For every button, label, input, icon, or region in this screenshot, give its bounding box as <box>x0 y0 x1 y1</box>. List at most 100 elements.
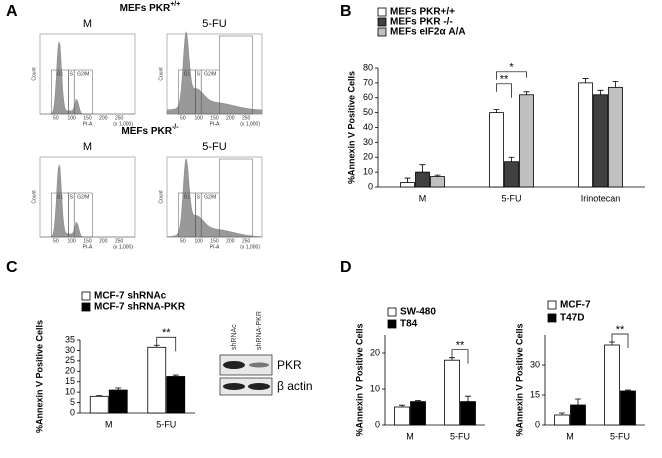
bar <box>147 346 167 414</box>
flow-x-unit: (x 1,000) <box>113 121 133 127</box>
legend-label: T47D <box>560 313 584 324</box>
bar <box>608 86 623 188</box>
flow-title-main: MEFs PKR <box>120 3 171 14</box>
error-bar <box>582 78 589 83</box>
significance-label: * <box>509 62 514 74</box>
bar <box>108 389 128 414</box>
y-tick-label: 25 <box>65 355 75 365</box>
bar <box>415 171 430 188</box>
flow-x-tick: 150 <box>210 115 219 121</box>
flow-gate <box>219 35 253 115</box>
y-tick-label: 30 <box>363 137 373 147</box>
legend-swatch <box>377 17 387 27</box>
x-tick-label: 5-FU <box>610 431 630 441</box>
y-tick-label: 10 <box>65 387 75 397</box>
x-tick-label: M <box>105 419 113 429</box>
flow-x-tick: 150 <box>83 115 92 121</box>
error-bar <box>575 398 581 405</box>
bar <box>166 376 186 414</box>
error-bar <box>523 91 530 95</box>
flow-x-tick: 100 <box>194 115 203 121</box>
flow-gate-label: S <box>70 194 74 200</box>
flow-y-label: Count <box>31 67 37 81</box>
error-bar <box>399 404 405 407</box>
flow-x-tick: 200 <box>99 238 108 244</box>
significance-label: ** <box>162 327 171 339</box>
significance-bracket <box>496 83 512 98</box>
flow-x-tick: 200 <box>226 238 235 244</box>
significance-label: ** <box>456 340 465 352</box>
y-tick-label: 35 <box>65 334 75 344</box>
flow-x-label: PI-A <box>83 244 93 250</box>
y-tick-label: 15 <box>530 389 540 399</box>
panel-label: A <box>6 3 18 20</box>
flow-x-tick: 250 <box>242 115 251 121</box>
error-bar <box>612 80 619 88</box>
legend-swatch <box>387 319 397 329</box>
y-tick-label: 15 <box>65 376 75 386</box>
flow-x-unit: (x 1,000) <box>240 121 260 127</box>
flow-x-label: PI-A <box>210 121 220 127</box>
blot-frame <box>219 377 273 396</box>
flow-gate-label: G1 <box>57 194 64 200</box>
y-tick-label: 30 <box>65 345 75 355</box>
y-tick-label: 80 <box>363 62 373 72</box>
y-axis-label: %Annexin V Positive Cells <box>346 71 356 184</box>
y-tick-label: 0 <box>535 419 540 429</box>
bar <box>394 406 410 426</box>
error-bar <box>559 412 565 415</box>
flow-gate <box>219 158 253 238</box>
x-tick-label: M <box>419 193 427 203</box>
bar <box>489 112 504 188</box>
legend-swatch <box>81 302 91 312</box>
flow-condition: M <box>83 18 92 30</box>
flow-title-sup: -/- <box>172 124 179 131</box>
flow-title: MEFs PKR+/+ <box>120 1 181 14</box>
error-bar <box>508 156 515 162</box>
error-bar <box>597 89 604 95</box>
error-bar <box>419 164 426 173</box>
bar <box>460 401 476 426</box>
flow-x-tick: 200 <box>99 115 108 121</box>
panel-label: C <box>6 259 18 276</box>
y-axis-label: %Annexin V Positive Cells <box>34 320 44 433</box>
significance-label: ** <box>500 74 509 86</box>
y-axis-label: %Annexin V Positive Cells <box>514 323 524 436</box>
x-tick-label: 5-FU <box>502 193 522 203</box>
x-tick-label: M <box>566 431 574 441</box>
error-bar <box>415 400 421 402</box>
flow-y-label: Count <box>158 67 164 81</box>
flow-title-sup: +/+ <box>170 1 180 8</box>
blot-band <box>223 361 245 369</box>
y-tick-label: 0 <box>368 181 373 191</box>
significance-label: ** <box>616 324 625 336</box>
flow-x-tick: 250 <box>115 115 124 121</box>
flow-title: MEFs PKR-/- <box>121 124 179 137</box>
flow-histogram <box>166 157 263 238</box>
flow-x-unit: (x 1,000) <box>240 244 260 250</box>
flow-gate-label: G2/M <box>77 71 89 77</box>
legend-label: MEFs PKR+/+ <box>390 7 455 18</box>
bar <box>604 344 620 426</box>
x-tick-label: 5-FU <box>156 419 176 429</box>
legend-swatch <box>547 313 557 323</box>
y-tick-label: 60 <box>363 92 373 102</box>
flow-x-tick: 250 <box>242 238 251 244</box>
legend-swatch <box>387 307 397 317</box>
blot-lane-label: shRNAc <box>231 324 238 350</box>
flow-title-main: MEFs PKR <box>121 126 172 137</box>
flow-x-tick: 50 <box>53 115 59 121</box>
bar <box>578 82 593 188</box>
significance-bracket <box>496 71 527 80</box>
blot-band <box>248 383 270 390</box>
significance-bracket <box>451 349 469 364</box>
bar <box>430 176 445 188</box>
flow-x-unit: (x 1,000) <box>113 244 133 250</box>
flow-histogram <box>166 30 263 115</box>
y-axis-label: %Annexin V Positive Cells <box>354 323 364 436</box>
blot-row-label: β actin <box>277 379 313 393</box>
flow-x-tick: 50 <box>53 238 59 244</box>
panel-label: B <box>340 3 352 20</box>
error-bar <box>465 395 471 402</box>
flow-x-tick: 200 <box>226 115 235 121</box>
